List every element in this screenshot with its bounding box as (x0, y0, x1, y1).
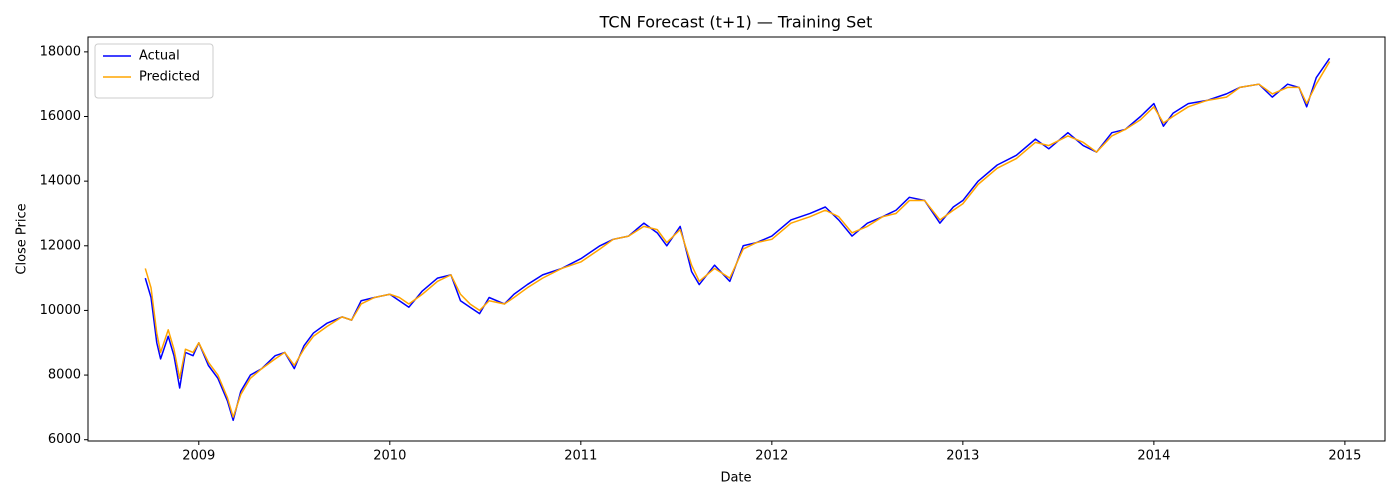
x-tick-label: 2012 (755, 449, 788, 464)
line-series (144, 61, 1331, 418)
legend: Actual Predicted (94, 43, 214, 99)
x-tick-label: 2014 (1137, 449, 1170, 464)
legend-label: Predicted (139, 70, 200, 85)
x-axis-label: Date (720, 471, 751, 486)
y-tick-label: 12000 (40, 238, 81, 253)
plot-frame (87, 36, 1386, 442)
legend-box (94, 43, 214, 99)
chart-title: TCN Forecast (t+1) — Training Set (599, 13, 873, 32)
x-tick-label: 2011 (564, 449, 597, 464)
x-tick-label: 2013 (946, 449, 979, 464)
y-tick-label: 18000 (40, 44, 81, 59)
line-series (144, 57, 1331, 422)
y-tick-label: 6000 (48, 432, 81, 447)
x-tick-label: 2010 (373, 449, 406, 464)
y-tick-label: 16000 (40, 109, 81, 124)
legend-label: Actual (139, 49, 180, 64)
x-tick-label: 2009 (182, 449, 215, 464)
y-tick-label: 14000 (40, 174, 81, 189)
y-tick-label: 10000 (40, 303, 81, 318)
y-axis-label: Close Price (15, 203, 30, 274)
y-tick-label: 8000 (48, 368, 81, 383)
x-tick-label: 2015 (1328, 449, 1361, 464)
